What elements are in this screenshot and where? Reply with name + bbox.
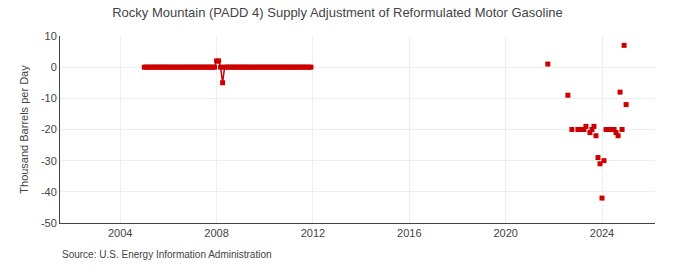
svg-text:10: 10 bbox=[45, 30, 57, 42]
svg-text:Rocky Mountain (PADD 4) Supply: Rocky Mountain (PADD 4) Supply Adjustmen… bbox=[112, 5, 563, 20]
svg-text:-40: -40 bbox=[41, 186, 57, 198]
svg-text:Thousand Barrels per Day: Thousand Barrels per Day bbox=[18, 65, 30, 194]
svg-text:2008: 2008 bbox=[204, 227, 228, 239]
svg-text:-20: -20 bbox=[41, 123, 57, 135]
svg-text:0: 0 bbox=[51, 61, 57, 73]
svg-text:-10: -10 bbox=[41, 92, 57, 104]
svg-text:-50: -50 bbox=[41, 217, 57, 229]
svg-text:2024: 2024 bbox=[590, 227, 614, 239]
svg-text:2016: 2016 bbox=[397, 227, 421, 239]
svg-text:2020: 2020 bbox=[493, 227, 517, 239]
svg-text:2012: 2012 bbox=[301, 227, 325, 239]
svg-text:Source: U.S. Energy Informatio: Source: U.S. Energy Information Administ… bbox=[62, 249, 272, 260]
svg-text:-30: -30 bbox=[41, 155, 57, 167]
svg-text:2004: 2004 bbox=[108, 227, 132, 239]
